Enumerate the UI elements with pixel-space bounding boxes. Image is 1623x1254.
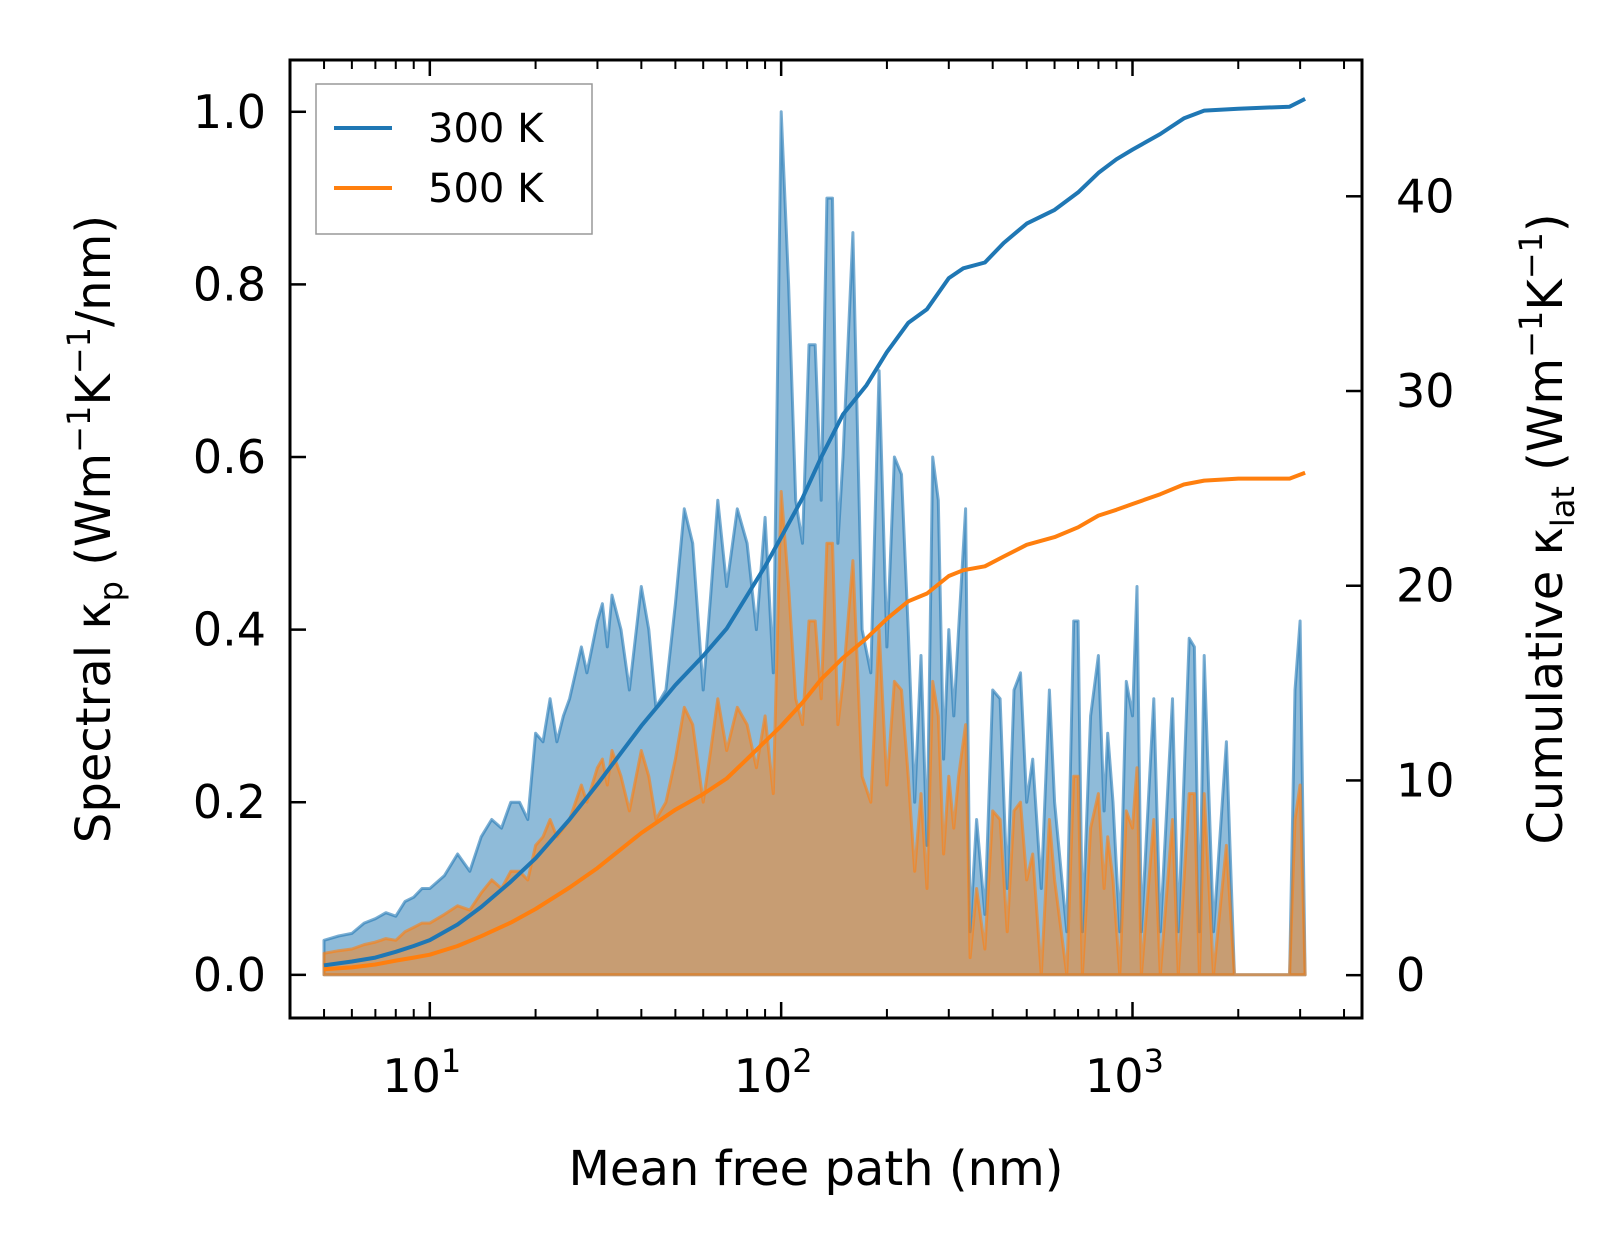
- y-axis-right-label: Cumulative κlat (Wm−1K−1): [1512, 213, 1582, 844]
- y-left-label-exp1: −1: [60, 406, 98, 453]
- y-right-tick-label: 30: [1396, 364, 1455, 418]
- y-left-tick-label: 0.4: [193, 603, 266, 657]
- y-left-label-k: K: [66, 373, 122, 406]
- x-tick-label-base: 10: [1085, 1049, 1144, 1103]
- y-left-label-main: Spectral κ: [66, 601, 122, 843]
- spectral-areas: [322, 110, 1307, 977]
- y-right-label-exp1: −1: [1512, 311, 1550, 358]
- y-right-label-sub: lat: [1544, 486, 1582, 527]
- y-left-tick-label: 0.8: [193, 257, 266, 311]
- x-tick-label-exp: 3: [1144, 1042, 1164, 1080]
- y-right-label-exp2: −1: [1512, 232, 1550, 279]
- x-axis-label: Mean free path (nm): [569, 1141, 1064, 1197]
- legend-label-300k: 300 K: [428, 106, 545, 152]
- y-left-tick-label: 0.6: [193, 430, 266, 484]
- plot-frame: [288, 58, 1364, 1020]
- cumulative-lines: [323, 97, 1306, 972]
- x-tick-label: 101: [382, 1042, 461, 1103]
- cumulative-line-500k: [323, 470, 1306, 972]
- y-right-tick-label: 0: [1396, 948, 1425, 1002]
- y-right-label-k: K: [1518, 278, 1574, 311]
- y-right-tick-label: 40: [1396, 169, 1455, 223]
- x-tick-label-exp: 2: [792, 1042, 812, 1080]
- y-right-tick-label: 20: [1396, 559, 1455, 613]
- y-right-label-unit: (Wm: [1518, 358, 1574, 486]
- y-axis-left-label: Spectral κp (Wm−1K−1/nm): [60, 215, 130, 843]
- y-left-label-unit: (Wm: [66, 453, 122, 581]
- y-right-label-end: ): [1518, 213, 1574, 232]
- y-right-label-main: Cumulative κ: [1518, 527, 1574, 845]
- x-tick-label-base: 10: [734, 1049, 793, 1103]
- y-left-label-exp2: −1: [60, 327, 98, 374]
- y-right-tick-label: 10: [1396, 753, 1455, 807]
- y-left-label-sub: p: [92, 581, 130, 601]
- x-tick-label-base: 10: [382, 1049, 441, 1103]
- spectral-area-500k: [322, 490, 1307, 977]
- legend-label-500k: 500 K: [428, 166, 545, 212]
- y-left-tick-label: 0.2: [193, 775, 266, 829]
- y-left-label-end: /nm): [66, 215, 122, 327]
- y-left-tick-label: 0.0: [193, 948, 266, 1002]
- cumulative-line-300k: [323, 97, 1306, 968]
- y-left-tick-label: 1.0: [193, 85, 266, 139]
- x-tick-label: 103: [1085, 1042, 1164, 1103]
- spectral-area-300k: [322, 110, 1307, 977]
- legend-box: [315, 83, 593, 235]
- legend: 300 K 500 K: [315, 83, 593, 235]
- x-tick-label-exp: 1: [441, 1042, 461, 1080]
- x-tick-label: 102: [734, 1042, 813, 1103]
